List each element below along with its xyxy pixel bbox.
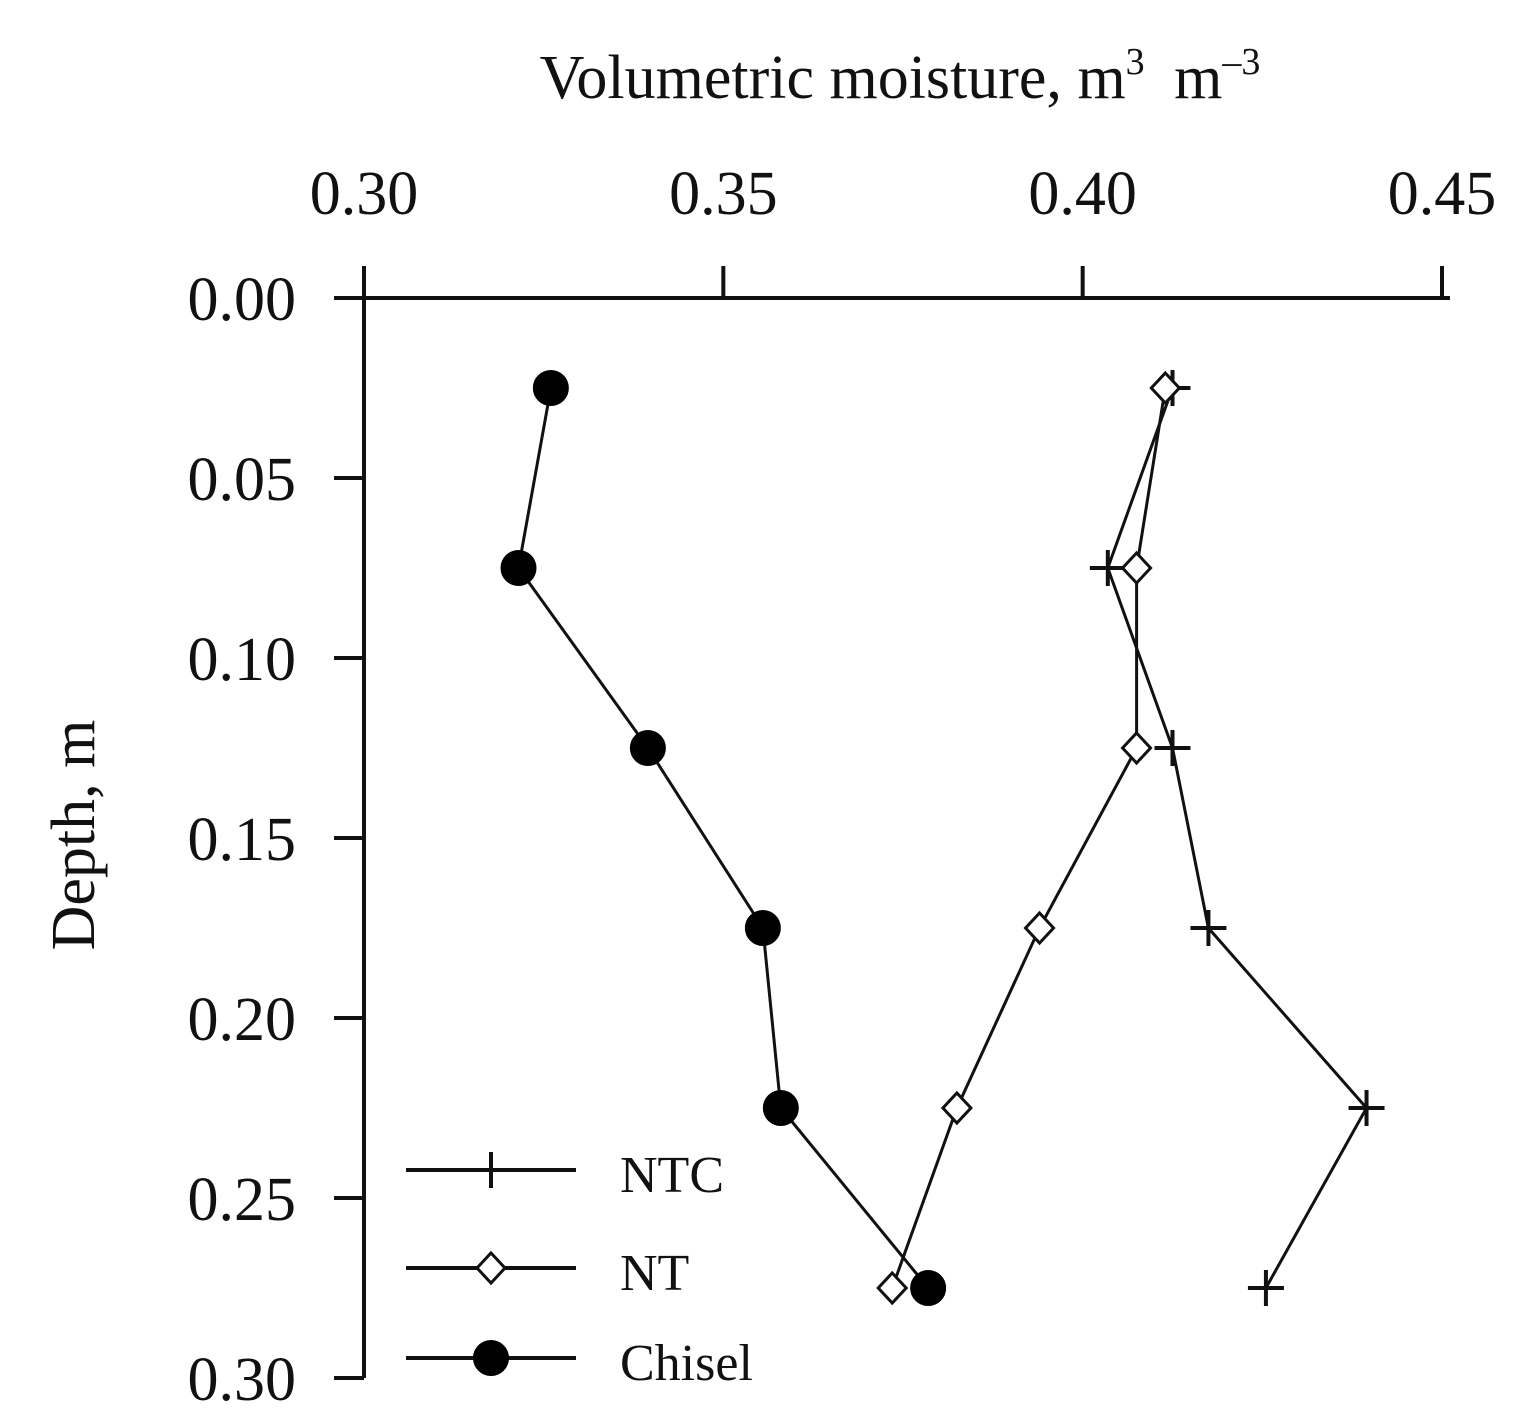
y-tick-label: 0.05 xyxy=(188,446,297,514)
y-tick-label: 0.15 xyxy=(188,806,297,874)
legend-label-chisel: Chisel xyxy=(620,1335,753,1392)
series-ntc xyxy=(1089,370,1385,1306)
point-nt xyxy=(1120,730,1153,766)
point-chisel xyxy=(629,730,666,766)
point-chisel xyxy=(532,370,569,406)
x-axis-title: Volumetric moisture, m3 m–3 xyxy=(540,20,1261,112)
point-nt xyxy=(1023,910,1056,946)
y-tick-label: 0.00 xyxy=(188,266,297,334)
x-tick-label: 0.45 xyxy=(1388,160,1497,228)
series-line-chisel xyxy=(516,387,930,1289)
legend-item-nt: NT xyxy=(406,1245,689,1302)
point-chisel xyxy=(762,1090,799,1126)
x-tick-label: 0.35 xyxy=(669,160,778,228)
ticks-layer: 0.30 0.35 0.40 0.45 0.00 0.05 0.10 0.15 0.20 0.25… xyxy=(188,160,1497,1414)
point-chisel xyxy=(910,1270,947,1306)
series-nt xyxy=(876,370,1182,1306)
series-chisel xyxy=(500,370,947,1306)
point-nt xyxy=(1120,550,1153,586)
legend-label-nt: NT xyxy=(620,1245,689,1302)
series-layer xyxy=(500,370,1385,1306)
legend-marker-chisel xyxy=(473,1340,509,1376)
point-ntc xyxy=(1247,1270,1284,1306)
point-ntc xyxy=(1154,730,1191,766)
point-chisel xyxy=(744,910,781,946)
series-line-ntc xyxy=(1106,387,1369,1289)
y-tick-label: 0.20 xyxy=(188,986,297,1054)
point-ntc xyxy=(1089,550,1126,586)
point-nt xyxy=(876,1270,909,1306)
y-tick-label: 0.30 xyxy=(188,1346,297,1414)
legend-label-ntc: NTC xyxy=(620,1147,724,1204)
y-tick-label: 0.25 xyxy=(188,1166,297,1234)
legend-item-ntc: NTC xyxy=(406,1147,724,1204)
series-line-nt xyxy=(890,387,1167,1289)
point-nt xyxy=(940,1090,973,1126)
legend: NTC NT Chisel xyxy=(406,1147,753,1392)
legend-marker-ntc xyxy=(473,1152,509,1188)
y-tick-label: 0.10 xyxy=(188,626,297,694)
legend-item-chisel: Chisel xyxy=(406,1335,753,1392)
point-ntc xyxy=(1348,1090,1385,1126)
point-chisel xyxy=(500,550,537,586)
x-tick-label: 0.30 xyxy=(310,160,419,228)
point-ntc xyxy=(1190,910,1227,946)
point-nt xyxy=(1149,370,1182,406)
legend-marker-nt xyxy=(474,1250,508,1286)
y-axis-title: Depth, m xyxy=(40,720,108,951)
x-tick-label: 0.40 xyxy=(1028,160,1137,228)
